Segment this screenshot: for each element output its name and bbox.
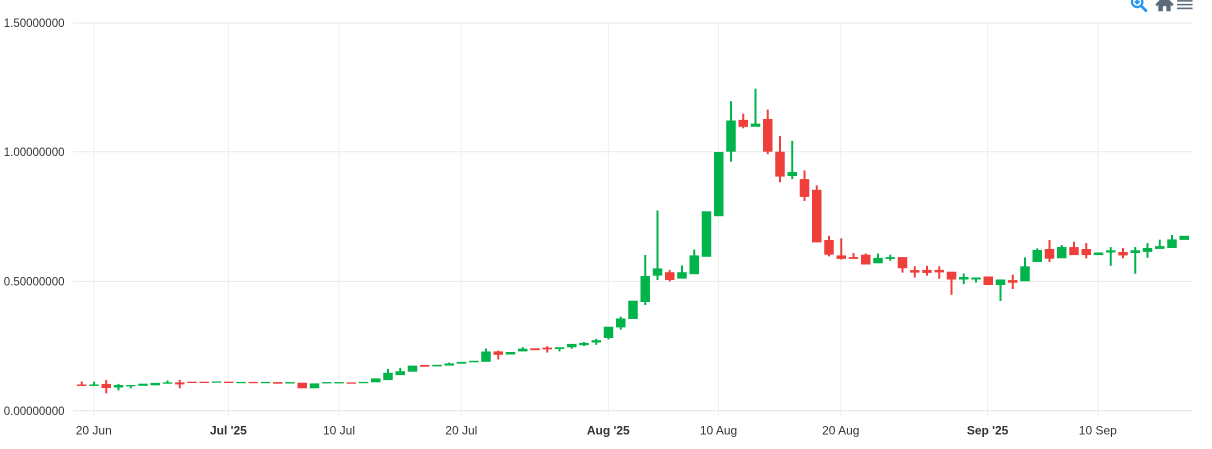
svg-text:Aug '25: Aug '25 (587, 424, 630, 438)
svg-text:20 Jul: 20 Jul (445, 424, 477, 438)
svg-text:10 Aug: 10 Aug (700, 424, 737, 438)
svg-text:1.50000000: 1.50000000 (4, 18, 65, 30)
svg-text:1.00000000: 1.00000000 (4, 147, 65, 159)
svg-text:0.50000000: 0.50000000 (4, 277, 65, 289)
svg-text:10 Sep: 10 Sep (1079, 424, 1117, 438)
svg-text:Sep '25: Sep '25 (967, 424, 1009, 438)
svg-text:20 Jun: 20 Jun (76, 424, 112, 438)
svg-text:20 Aug: 20 Aug (822, 424, 859, 438)
svg-text:10 Jul: 10 Jul (323, 424, 355, 438)
svg-text:0.00000000: 0.00000000 (4, 406, 65, 418)
svg-text:Jul '25: Jul '25 (210, 424, 247, 438)
